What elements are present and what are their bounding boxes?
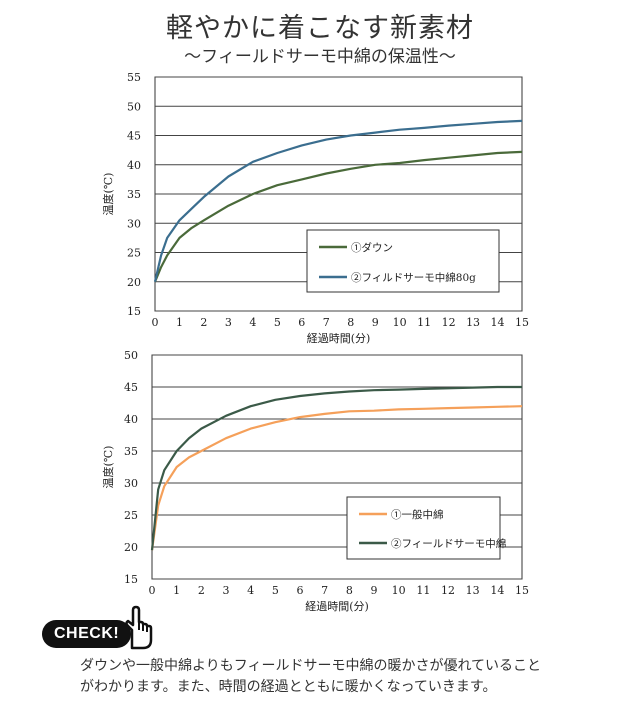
x-tick-label: 3 xyxy=(223,584,230,597)
x-tick-label: 13 xyxy=(466,316,480,329)
y-tick-label: 35 xyxy=(124,445,138,458)
x-tick-label: 14 xyxy=(490,584,504,597)
series-line-2 xyxy=(153,119,523,283)
page-title: 軽やかに着こなす新素材 xyxy=(166,13,474,44)
x-tick-label: 11 xyxy=(417,316,431,329)
y-tick-label: 25 xyxy=(127,247,141,260)
x-tick-label: 13 xyxy=(466,584,480,597)
y-tick-label: 20 xyxy=(127,276,141,289)
x-tick-label: 12 xyxy=(441,584,455,597)
x-tick-label: 6 xyxy=(297,584,304,597)
x-tick-label: 4 xyxy=(247,584,254,597)
x-axis-label: 経過時間(分) xyxy=(307,332,371,345)
y-tick-label: 30 xyxy=(127,217,141,230)
x-tick-label: 4 xyxy=(249,316,256,329)
check-note: ダウンや一般中綿よりもフィールドサーモ中綿の暖かさが優れていること がわかります… xyxy=(80,656,620,698)
y-tick-label: 35 xyxy=(127,188,141,201)
legend-box xyxy=(346,496,501,560)
x-tick-label: 5 xyxy=(274,316,281,329)
x-tick-label: 7 xyxy=(321,584,328,597)
x-tick-label: 6 xyxy=(298,316,305,329)
legend-label-2: ②フィルドサーモ中綿80g xyxy=(351,271,476,284)
y-tick-label: 55 xyxy=(127,71,141,84)
x-tick-label: 12 xyxy=(442,316,456,329)
y-tick-label: 40 xyxy=(124,413,138,426)
y-tick-label: 15 xyxy=(124,573,138,586)
x-tick-label: 10 xyxy=(393,316,407,329)
x-tick-label: 7 xyxy=(323,316,330,329)
y-axis-label: 温度(℃) xyxy=(101,173,115,216)
x-tick-label: 10 xyxy=(392,584,406,597)
legend-label-2: ②フィールドサーモ中綿 xyxy=(391,537,506,550)
check-note-line-2: がわかります。また、時間の経過とともに暖かくなっていきます。 xyxy=(80,679,497,695)
y-tick-label: 40 xyxy=(127,159,141,172)
x-tick-label: 8 xyxy=(347,316,354,329)
x-tick-label: 1 xyxy=(173,584,180,597)
page-subtitle: ～フィールドサーモ中綿の保温性～ xyxy=(184,47,456,67)
x-tick-label: 14 xyxy=(491,316,505,329)
x-tick-label: 2 xyxy=(200,316,207,329)
x-tick-label: 0 xyxy=(152,316,159,329)
pointing-hand-icon xyxy=(125,605,153,650)
check-badge: CHECK! xyxy=(42,620,132,648)
x-tick-label: 3 xyxy=(225,316,232,329)
legend-label-1: ①一般中綿 xyxy=(391,508,444,521)
y-tick-label: 15 xyxy=(127,305,141,318)
series-line-1 xyxy=(153,150,523,283)
x-tick-label: 15 xyxy=(515,584,529,597)
y-tick-label: 50 xyxy=(127,100,141,113)
y-tick-label: 45 xyxy=(127,130,141,143)
x-tick-label: 5 xyxy=(272,584,279,597)
x-tick-label: 0 xyxy=(149,584,156,597)
y-tick-label: 25 xyxy=(124,509,138,522)
check-note-line-1: ダウンや一般中綿よりもフィールドサーモ中綿の暖かさが優れていること xyxy=(80,658,542,674)
legend-box xyxy=(306,229,500,293)
x-tick-label: 2 xyxy=(198,584,205,597)
legend-label-1: ①ダウン xyxy=(351,241,393,254)
x-axis-label: 経過時間(分) xyxy=(305,600,369,613)
x-tick-label: 15 xyxy=(515,316,529,329)
series-line-1 xyxy=(150,405,523,551)
x-tick-label: 9 xyxy=(372,316,379,329)
x-tick-label: 11 xyxy=(416,584,430,597)
x-tick-label: 9 xyxy=(371,584,378,597)
y-tick-label: 45 xyxy=(124,381,138,394)
x-tick-label: 8 xyxy=(346,584,353,597)
y-tick-label: 50 xyxy=(124,349,138,362)
y-tick-label: 30 xyxy=(124,477,138,490)
y-tick-label: 20 xyxy=(124,541,138,554)
series-line-2 xyxy=(150,385,522,551)
y-axis-label: 温度(℃) xyxy=(101,446,115,489)
x-tick-label: 1 xyxy=(176,316,183,329)
